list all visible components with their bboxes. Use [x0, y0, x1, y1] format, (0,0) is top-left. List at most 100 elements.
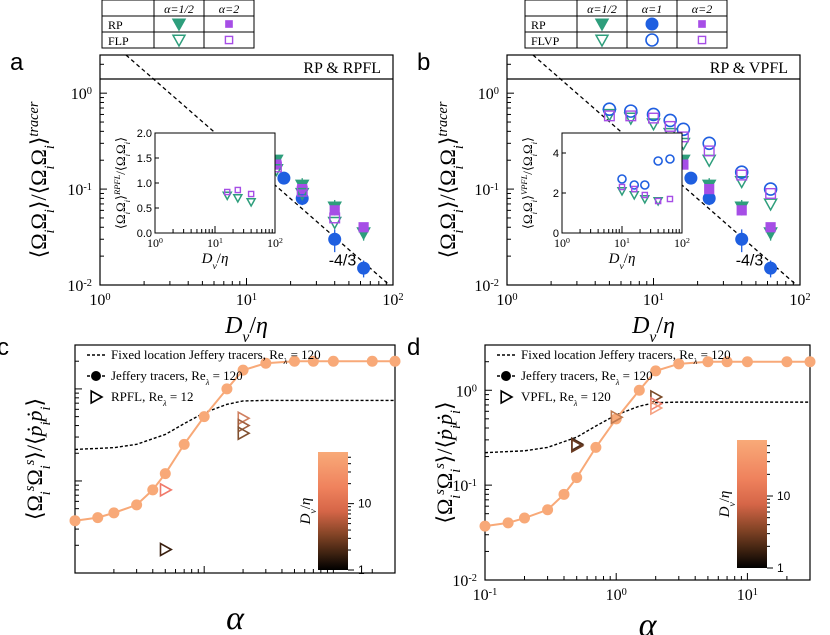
colorbar-tick-label: 1 — [358, 563, 365, 577]
inset-x-label: Dv/η — [201, 251, 229, 272]
data-point — [678, 159, 689, 170]
jeffery-point — [518, 512, 530, 524]
jeffery-point — [260, 357, 272, 369]
data-point — [329, 212, 341, 224]
inset-point — [640, 180, 650, 190]
inset-tick-label: 1.0 — [137, 178, 152, 190]
legend-entry: Fixed location Jeffery tracers, Reλ = 12… — [521, 347, 731, 366]
table-marker — [594, 18, 610, 32]
panel-a: RP & RPFL 100 101 102 10-2 10-1 100 -4/3 Dv/η ⟨Ωi… — [10, 0, 404, 346]
legend-swatch-circle — [501, 371, 511, 381]
inset-point — [223, 188, 231, 196]
jeffery-point — [159, 468, 171, 480]
inset: 100 101 102 0 2 4 Dv/η ⟨ΩiΩi⟩VPFL/⟨ΩiΩi⟩ — [519, 132, 690, 272]
jeffery-point — [542, 504, 554, 516]
panel-letter: b — [417, 49, 430, 76]
jeffery-point — [781, 356, 793, 368]
fl-point — [237, 410, 251, 426]
table-marker — [697, 35, 707, 45]
panel-letter: a — [10, 49, 24, 76]
table-row-label: RP — [108, 18, 123, 32]
legend-swatch-circle — [91, 371, 101, 381]
data-point — [763, 182, 778, 196]
colorbar — [737, 440, 767, 568]
tick-label: 10-1 — [67, 182, 92, 200]
jeffery-point — [633, 384, 645, 396]
panel-c: Fixed location Jeffery tracers, Reλ = 12… — [0, 334, 401, 635]
y-axis-label: ⟨ΩisΩis⟩/⟨ṗiṗi⟩ — [22, 398, 54, 520]
data-point — [701, 154, 717, 168]
jeffery-point — [69, 515, 81, 527]
jeffery-point — [108, 507, 120, 519]
fl-point — [650, 400, 664, 416]
data-point — [623, 112, 639, 126]
legend-entry: Jeffery tracers, Reλ = 120 — [111, 368, 243, 387]
jeffery-point — [221, 383, 233, 395]
jeffery-line — [484, 360, 810, 528]
table-marker — [645, 33, 659, 47]
inset-point — [247, 190, 255, 198]
colorbar-tick-label: 10 — [358, 497, 372, 511]
x-axis-label: α — [639, 607, 658, 635]
data-point — [277, 171, 291, 185]
slope-line — [532, 54, 797, 286]
jeffery-point — [650, 365, 662, 377]
inset-y-label: ⟨ΩiΩi⟩RPFL/⟨ΩiΩi⟩ — [112, 137, 132, 229]
y-axis-label: ⟨ΩiΩi⟩/⟨ΩiΩi⟩tracer — [26, 101, 58, 258]
inset-point — [653, 156, 663, 166]
tick-label: 102 — [382, 292, 403, 310]
fl-point — [571, 438, 585, 454]
jeffery-point — [558, 488, 570, 500]
inset: 100 101 102 0.0 0.5 1.0 1.5 2.0 Dv/η ⟨ΩiΩi⟩RPFL/⟨… — [112, 128, 283, 272]
data-point — [736, 205, 747, 216]
fl-point — [610, 409, 624, 425]
inset-point — [616, 187, 628, 197]
table-marker — [225, 20, 233, 28]
inset-tick-label: 4 — [553, 148, 559, 160]
jeffery-point — [237, 364, 249, 376]
data-point — [734, 165, 749, 179]
data-point — [646, 107, 661, 122]
inset-point — [245, 198, 257, 208]
tick-label: 101 — [737, 587, 758, 605]
data-point — [296, 185, 308, 197]
data-point — [735, 232, 749, 246]
jeffery-point — [147, 484, 159, 496]
legend-entry: Fixed location Jeffery tracers, Reλ = 12… — [111, 347, 321, 366]
legend: Fixed location Jeffery tracers, Reλ = 12… — [497, 347, 731, 408]
colorbar — [318, 452, 348, 570]
plot-frame — [484, 344, 811, 581]
fixed-location-line — [74, 399, 395, 451]
colorbar-label: Dv/η — [717, 491, 738, 519]
legend-swatch-triangle — [500, 389, 514, 405]
jeffery-point — [702, 356, 714, 368]
table-marker — [645, 17, 659, 31]
colorbar-tick-label: 1 — [777, 561, 784, 575]
legend-entry: VPFL, Reλ = 120 — [521, 389, 611, 408]
inset-point — [630, 185, 638, 193]
table-row-label: FLVP — [531, 34, 560, 48]
data-point — [676, 122, 691, 137]
tick-label: 102 — [674, 236, 690, 251]
jeffery-line — [74, 360, 395, 522]
table-header: α=1 — [642, 2, 662, 16]
slope-label: -4/3 — [736, 252, 764, 269]
x-axis-label: α — [226, 600, 245, 635]
fl-point — [237, 418, 251, 433]
data-point — [625, 110, 637, 122]
inset-frame — [154, 132, 276, 234]
fl-point — [237, 425, 251, 441]
panel-letter: d — [407, 334, 420, 361]
data-point — [648, 112, 660, 124]
legend: Fixed location Jeffery tracers, Reλ = 12… — [87, 347, 321, 408]
tick-label: 102 — [789, 292, 810, 310]
colorbar-label: Dv/η — [298, 498, 319, 526]
data-point — [357, 261, 371, 275]
data-point — [358, 222, 369, 233]
inset-point — [639, 195, 651, 205]
data-point — [764, 261, 778, 275]
inset-point — [666, 195, 674, 203]
jeffery-point — [198, 411, 210, 423]
jeffery-point — [288, 355, 300, 367]
jeffery-point — [741, 356, 753, 368]
